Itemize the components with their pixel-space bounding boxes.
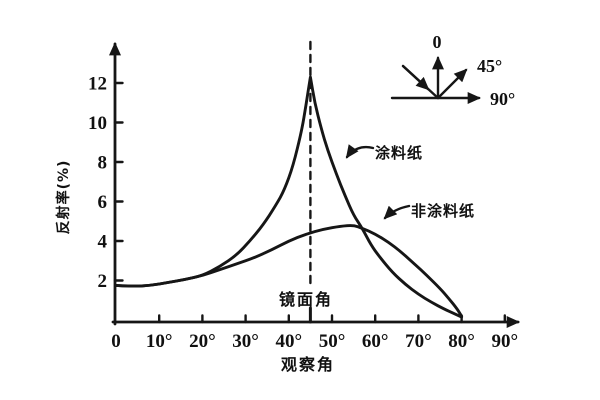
y-axis-title: 反射率(%)	[55, 160, 72, 235]
uncoated-paper-arrow-icon	[383, 204, 411, 220]
inset-incident-arrow-icon	[401, 64, 430, 91]
y-tick-label: 4	[98, 232, 108, 253]
uncoated-paper-label: 非涂料纸	[411, 202, 475, 220]
x-tick-label: 80°	[448, 331, 475, 352]
y-tick-label: 2	[98, 271, 108, 292]
coated-paper-arrow-icon	[345, 144, 375, 159]
inset-label-90: 90°	[490, 89, 515, 109]
coated-paper-label: 涂料纸	[375, 144, 423, 162]
angle-inset: 0 45° 90°	[390, 32, 515, 109]
y-tick-label: 12	[88, 74, 107, 95]
inset-label-0: 0	[433, 32, 442, 52]
y-axis-ticks: 2 4 6 8 10 12	[88, 74, 124, 292]
y-tick-label: 8	[98, 153, 108, 174]
x-tick-label: 70°	[405, 331, 432, 352]
x-tick-label: 20°	[189, 331, 216, 352]
curves-group	[114, 75, 464, 319]
y-tick-label: 6	[98, 192, 108, 213]
x-axis-ticks: 0 10° 20° 30° 40° 50° 60° 70° 80° 90°	[111, 314, 518, 352]
x-tick-label: 50°	[319, 331, 346, 352]
inset-45deg-arrow-icon	[436, 68, 468, 100]
x-tick-label: 90°	[491, 331, 518, 352]
x-tick-label: 60°	[362, 331, 389, 352]
y-tick-label: 10	[88, 113, 107, 134]
curve-series-0	[114, 75, 464, 319]
x-tick-label: 10°	[146, 331, 173, 352]
x-axis-title: 观察角	[281, 355, 335, 374]
x-tick-label: 30°	[232, 331, 259, 352]
x-tick-label: 40°	[275, 331, 302, 352]
x-tick-label: 0	[111, 331, 121, 352]
curve-series-1	[114, 224, 464, 318]
specular-angle-label: 镜面角	[279, 290, 333, 309]
inset-label-45: 45°	[477, 56, 502, 76]
